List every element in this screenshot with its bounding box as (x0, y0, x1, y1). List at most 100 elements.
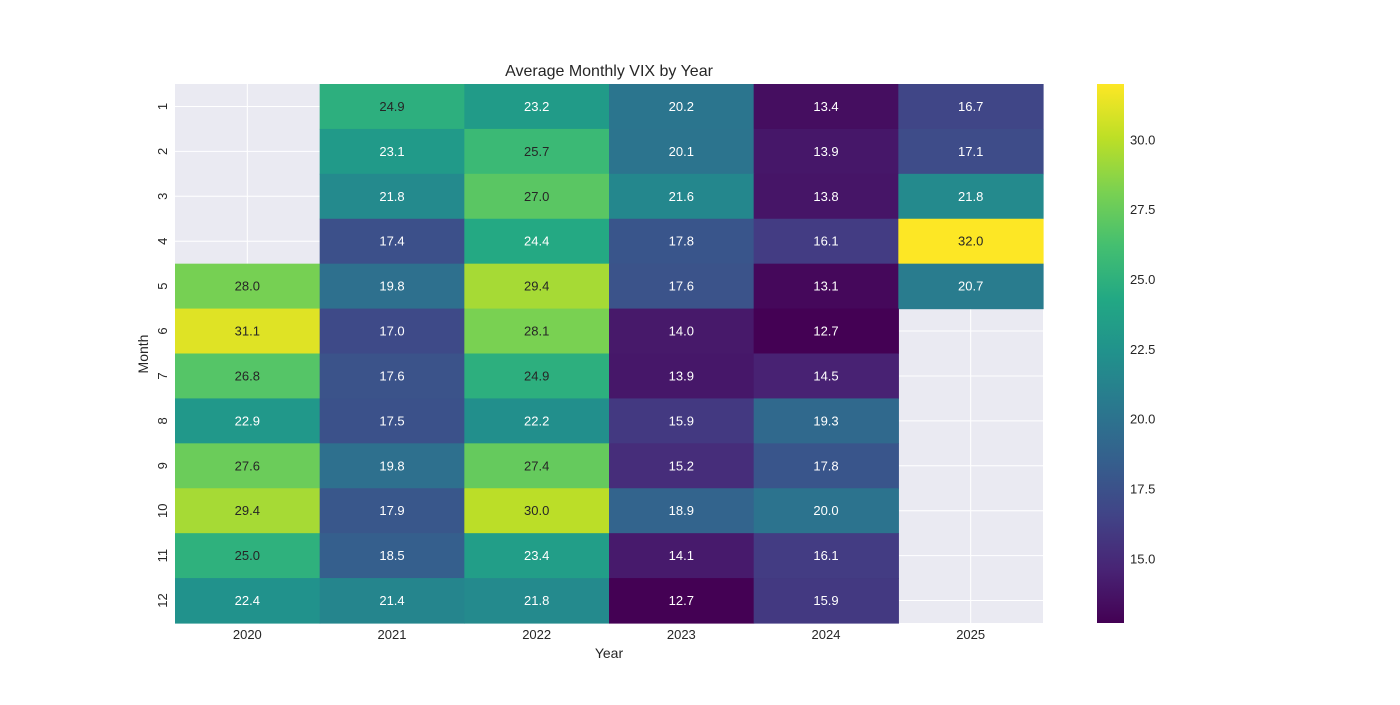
y-tick-label: 7 (155, 372, 170, 379)
heatmap-cell (175, 308, 321, 355)
heatmap-cell (753, 128, 899, 175)
heatmap-cell (464, 218, 610, 265)
cell-value-label: 22.2 (524, 413, 549, 428)
y-tick-label: 9 (155, 462, 170, 469)
heatmap-cell (319, 263, 465, 310)
heatmap-cell (609, 578, 755, 624)
y-tick-label: 5 (155, 283, 170, 290)
heatmap-cell (319, 84, 465, 130)
heatmap-cell (753, 353, 899, 400)
heatmap-cell (319, 488, 465, 534)
y-tick-label: 12 (155, 593, 170, 607)
heatmap-cell (319, 398, 465, 444)
heatmap-cell (464, 308, 610, 355)
cell-value-label: 17.6 (379, 368, 404, 383)
heatmap-cell (464, 84, 610, 130)
cell-value-label: 13.8 (813, 189, 838, 204)
heatmap-cell (464, 263, 610, 310)
cell-value-label: 12.7 (669, 593, 694, 608)
cell-value-label: 13.9 (813, 144, 838, 159)
cell-value-label: 14.5 (813, 368, 838, 383)
colorbar-tick-label: 22.5 (1130, 342, 1155, 357)
heatmap-cell-labels: 24.9 23.2 20.2 13.4 16.7 23.1 25.7 20.1 13.9 17.1… (235, 99, 984, 608)
y-tick-label: 6 (155, 327, 170, 334)
heatmap-cell (175, 488, 321, 534)
heatmap-cell (464, 533, 610, 579)
heatmap-cell (464, 173, 610, 220)
heatmap-cell (898, 173, 1044, 220)
heatmap-cell (319, 308, 465, 355)
cell-value-label: 26.8 (235, 368, 260, 383)
heatmap-cell (464, 443, 610, 489)
cell-value-label: 27.6 (235, 458, 260, 473)
cell-value-label: 17.4 (379, 234, 404, 249)
colorbar (1097, 84, 1124, 623)
heatmap-cell (319, 128, 465, 175)
cell-value-label: 23.4 (524, 548, 549, 563)
cell-value-label: 24.9 (524, 368, 549, 383)
heatmap-cell (753, 398, 899, 444)
cell-value-label: 21.8 (958, 189, 983, 204)
cell-value-label: 25.0 (235, 548, 260, 563)
colorbar-tick-label: 15.0 (1130, 551, 1155, 566)
cell-value-label: 17.0 (379, 324, 404, 339)
colorbar-tick-label: 27.5 (1130, 202, 1155, 217)
heatmap-cell (609, 488, 755, 534)
cell-value-label: 29.4 (235, 503, 260, 518)
cell-value-label: 16.1 (813, 548, 838, 563)
heatmap-cell (609, 308, 755, 355)
colorbar-tick-label: 30.0 (1130, 132, 1155, 147)
heatmap-cell (609, 398, 755, 444)
heatmap-cell (753, 173, 899, 220)
cell-value-label: 18.9 (669, 503, 694, 518)
heatmap-cell (609, 218, 755, 265)
x-tick-label: 2024 (812, 627, 841, 642)
y-tick-label: 3 (155, 193, 170, 200)
cell-value-label: 31.1 (235, 324, 260, 339)
heatmap-cell (898, 263, 1044, 310)
x-tick-label: 2021 (378, 627, 407, 642)
heatmap-cell (753, 578, 899, 624)
cell-value-label: 14.0 (669, 324, 694, 339)
x-tick-label: 2022 (522, 627, 551, 642)
cell-value-label: 32.0 (958, 234, 983, 249)
cell-value-label: 19.8 (379, 458, 404, 473)
cell-value-label: 27.4 (524, 458, 549, 473)
heatmap-cell (319, 533, 465, 579)
cell-value-label: 17.1 (958, 144, 983, 159)
heatmap-cell (175, 578, 321, 624)
cell-value-label: 17.5 (379, 413, 404, 428)
heatmap-cell (175, 398, 321, 444)
heatmap-cell (898, 128, 1044, 175)
heatmap-cell (898, 84, 1044, 130)
chart-title: Average Monthly VIX by Year (505, 63, 714, 80)
cell-value-label: 22.9 (235, 413, 260, 428)
heatmap-cell (753, 218, 899, 265)
heatmap-cells (175, 84, 1044, 624)
cell-value-label: 28.1 (524, 324, 549, 339)
colorbar-tick-label: 17.5 (1130, 481, 1155, 496)
heatmap-cell (753, 488, 899, 534)
cell-value-label: 20.7 (958, 279, 983, 294)
cell-value-label: 14.1 (669, 548, 694, 563)
cell-value-label: 27.0 (524, 189, 549, 204)
cell-value-label: 17.6 (669, 279, 694, 294)
heatmap-cell (753, 443, 899, 489)
cell-value-label: 17.9 (379, 503, 404, 518)
cell-value-label: 20.2 (669, 99, 694, 114)
x-axis-ticks: 2020 2021 2022 2023 2024 2025 (233, 627, 985, 642)
x-tick-label: 2023 (667, 627, 696, 642)
heatmap-cell (319, 578, 465, 624)
y-tick-label: 8 (155, 417, 170, 424)
x-axis-label: Year (595, 645, 624, 661)
cell-value-label: 23.2 (524, 99, 549, 114)
colorbar-ticks: 15.0 17.5 20.0 22.5 25.0 27.5 30.0 (1130, 132, 1155, 566)
heatmap-cell (609, 128, 755, 175)
heatmap-cell (609, 173, 755, 220)
heatmap-cell (609, 353, 755, 400)
heatmap-cell (609, 263, 755, 310)
cell-value-label: 21.6 (669, 189, 694, 204)
cell-value-label: 16.1 (813, 234, 838, 249)
